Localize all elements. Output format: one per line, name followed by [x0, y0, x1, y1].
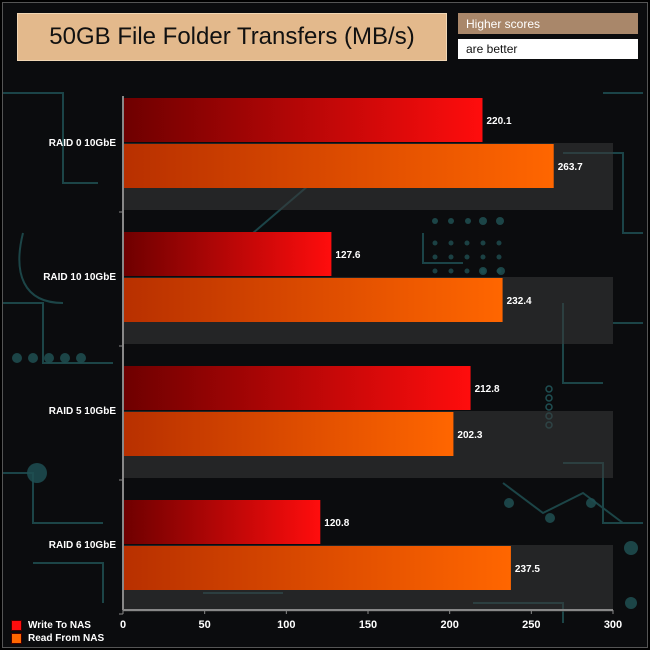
data-label: 120.8: [324, 518, 349, 529]
bar-write-0: [123, 98, 483, 142]
x-tick-label: 50: [199, 619, 211, 631]
data-label: 237.5: [515, 564, 540, 575]
data-label: 263.7: [558, 162, 583, 173]
bar-read-1: [123, 278, 503, 322]
x-tick-label: 300: [604, 619, 622, 631]
bar-write-3: [123, 500, 321, 544]
chart-title: 50GB File Folder Transfers (MB/s): [17, 13, 447, 61]
bar-write-2: [123, 366, 471, 410]
bar-read-0: [123, 144, 554, 188]
higher-scores-note: Higher scores: [458, 13, 638, 34]
category-label: RAID 10 10GbE: [43, 272, 116, 283]
are-better-note: are better: [458, 39, 638, 59]
category-label: RAID 0 10GbE: [49, 138, 117, 149]
data-label: 127.6: [335, 250, 360, 261]
category-label: RAID 5 10GbE: [49, 406, 117, 417]
data-label: 232.4: [507, 296, 532, 307]
bar-chart-plot: 220.1 263.7 RAID 0 10GbE 127.6 232.4 RAID 10 …: [43, 96, 622, 631]
legend-label-read: Read From NAS: [28, 633, 105, 644]
x-tick-label: 200: [440, 619, 458, 631]
data-label: 220.1: [486, 116, 511, 127]
data-label: 202.3: [457, 430, 482, 441]
legend-item-write: Write To NAS: [11, 620, 91, 631]
legend-swatch-write: [11, 620, 22, 631]
bar-read-3: [123, 546, 511, 590]
x-tick-label: 250: [522, 619, 540, 631]
legend-swatch-read: [11, 633, 22, 644]
bar-write-1: [123, 232, 332, 276]
x-tick-label: 100: [277, 619, 295, 631]
category-label: RAID 6 10GbE: [49, 540, 117, 551]
data-label: 212.8: [475, 384, 500, 395]
x-tick-label: 0: [120, 619, 126, 631]
legend-label-write: Write To NAS: [28, 620, 91, 631]
bar-read-2: [123, 412, 454, 456]
legend-item-read: Read From NAS: [11, 633, 104, 644]
x-tick-label: 150: [359, 619, 377, 631]
